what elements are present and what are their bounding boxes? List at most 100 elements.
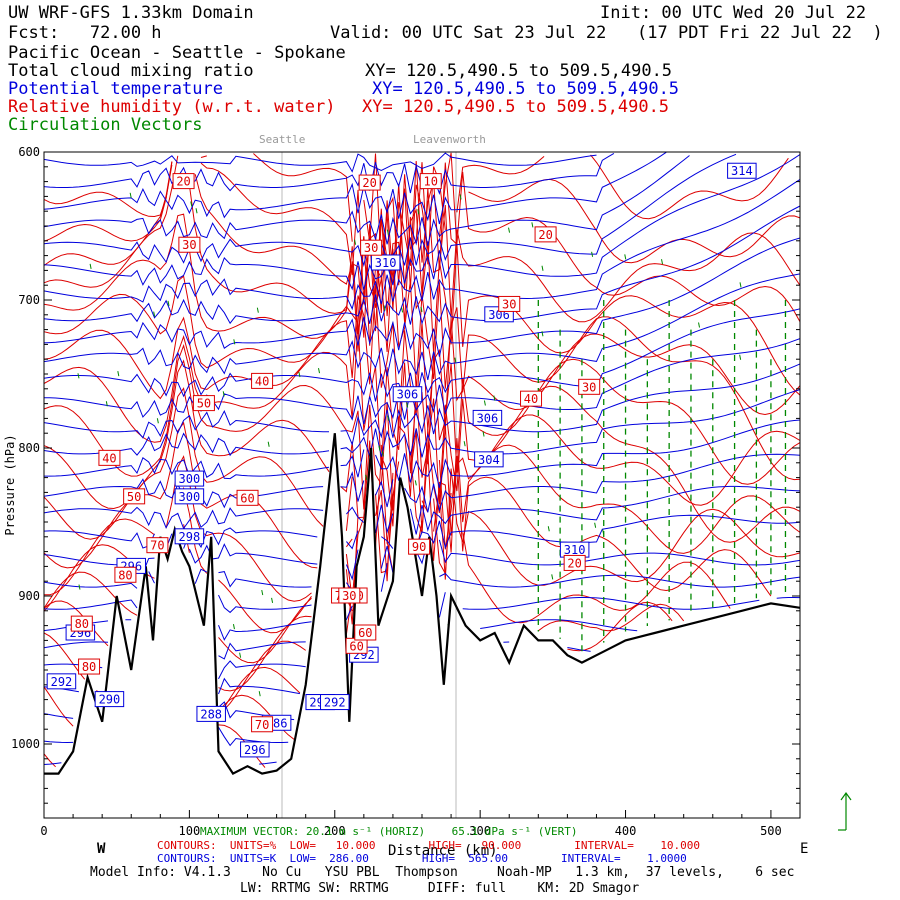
west-label: W [97, 843, 105, 856]
vector-arrow [740, 355, 741, 360]
y-tick-label: 700 [18, 293, 40, 307]
rh-label: 30 [364, 241, 378, 255]
theta-contour [44, 364, 800, 445]
rh-label: 40 [255, 374, 269, 388]
model-info-2: LW: RRTMG SW: RRTMG DIFF: full KM: 2D Sm… [240, 882, 639, 895]
vector-arrow [740, 282, 741, 287]
vector-arrow [662, 259, 663, 264]
vector-arrow [130, 193, 131, 198]
y-tick-label: 600 [18, 145, 40, 159]
rh-label: 80 [75, 617, 89, 631]
theta-contour [44, 762, 277, 764]
theta-label: 296 [244, 743, 266, 757]
forecast-hour: Fcst: 72.00 h [8, 24, 162, 42]
rh-label: 20 [176, 175, 190, 189]
valid-time: Valid: 00 UTC Sat 23 Jul 22 (17 PDT Fri … [330, 24, 883, 42]
field-cloud: Total cloud mixing ratio [8, 62, 254, 80]
x-tick-label: 400 [615, 824, 637, 838]
vector-arrow [319, 368, 320, 373]
location-leavenworth: Leavenworth [413, 133, 486, 146]
theta-label: 300 [179, 490, 201, 504]
xy-cloud: XY= 120.5,490.5 to 509.5,490.5 [365, 62, 672, 80]
rh-label: 10 [423, 175, 437, 189]
vector-arrow [78, 373, 79, 378]
rh-label: 30 [502, 297, 516, 311]
xy-theta: XY= 120.5,490.5 to 509.5,490.5 [372, 80, 679, 98]
rh-label: 30 [582, 380, 596, 394]
x-tick-label: 500 [760, 824, 782, 838]
theta-label: 292 [324, 696, 346, 710]
x-tick-label: 100 [179, 824, 201, 838]
rh-label: 80 [118, 568, 132, 582]
vector-arrow [699, 323, 700, 328]
vector-arrow [484, 400, 485, 405]
rh-label: 40 [102, 451, 116, 465]
theta-contour [44, 454, 800, 512]
vector-arrow [603, 529, 604, 534]
east-label: E [800, 843, 808, 856]
rh-label: 70 [150, 539, 164, 553]
vector-arrow [402, 307, 403, 312]
y-axis-label: Pressure (hPa) [3, 434, 17, 535]
theta-label: 290 [99, 693, 121, 707]
rh-contour [44, 236, 800, 479]
vector-arrow [464, 441, 465, 446]
vector-arrow [79, 585, 80, 590]
vector-arrow [592, 252, 593, 257]
terrain-profile [44, 433, 800, 773]
vector-arrow [625, 254, 626, 259]
theta-label: 314 [731, 164, 753, 178]
rh-label: 20 [362, 176, 376, 190]
theta-label: 306 [477, 411, 499, 425]
vector-arrow [118, 371, 119, 376]
rh-label: 80 [82, 660, 96, 674]
theta-label: 306 [397, 388, 419, 402]
vector-arrow [196, 208, 197, 213]
max-vector: MAXIMUM VECTOR: 20.1 m s⁻¹ (HORIZ) 65.1 … [200, 825, 578, 838]
vector-arrow [233, 624, 234, 629]
theta-label: 310 [375, 256, 397, 270]
model-title: UW WRF-GFS 1.33km Domain [8, 4, 254, 22]
rh-label: 90 [412, 540, 426, 554]
vector-arrow [257, 308, 258, 313]
vector-arrow [415, 480, 416, 485]
theta-contour [44, 156, 690, 246]
rh-contour [44, 488, 730, 633]
field-vectors: Circulation Vectors [8, 116, 202, 134]
rh-label: 60 [240, 491, 254, 505]
rh-label: 60 [349, 639, 363, 653]
vector-arrow [595, 523, 596, 528]
vector-arrow [548, 526, 549, 531]
y-tick-label: 900 [18, 589, 40, 603]
init-time: Init: 00 UTC Wed 20 Jul 22 [600, 4, 866, 22]
field-rh: Relative humidity (w.r.t. water) [8, 98, 336, 116]
rh-label: 70 [255, 718, 269, 732]
rh-label: 20 [567, 556, 581, 570]
vector-arrow [240, 653, 241, 658]
rh-label: 50 [197, 397, 211, 411]
vector-arrow [157, 418, 158, 423]
rh-label: 20 [538, 228, 552, 242]
theta-label: 300 [179, 472, 201, 486]
vector-arrow [542, 266, 543, 271]
xy-rh: XY= 120.5,490.5 to 509.5,490.5 [362, 98, 669, 116]
theta-label: 298 [179, 530, 201, 544]
x-tick-label: 0 [40, 824, 47, 838]
theta-label: 304 [478, 453, 500, 467]
theta-label: 288 [200, 707, 222, 721]
location-seattle: Seattle [259, 133, 305, 146]
theta-label: 292 [51, 675, 73, 689]
rh-label: 30 [182, 238, 196, 252]
theta-contour [44, 606, 637, 640]
vector-arrow [272, 598, 273, 603]
vector-arrow [259, 691, 260, 696]
vector-arrow [552, 574, 553, 579]
rh-contour [44, 322, 800, 484]
vector-arrow [90, 264, 91, 269]
field-theta: Potential temperature [8, 80, 223, 98]
rh-label: 40 [524, 392, 538, 406]
contours-rh: CONTOURS: UNITS=% LOW= 10.000 HIGH= 90.0… [157, 839, 700, 852]
vector-arrow [262, 590, 263, 595]
model-info: Model Info: V4.1.3 No Cu YSU PBL Thompso… [90, 866, 794, 879]
y-tick-label: 1000 [11, 737, 40, 751]
